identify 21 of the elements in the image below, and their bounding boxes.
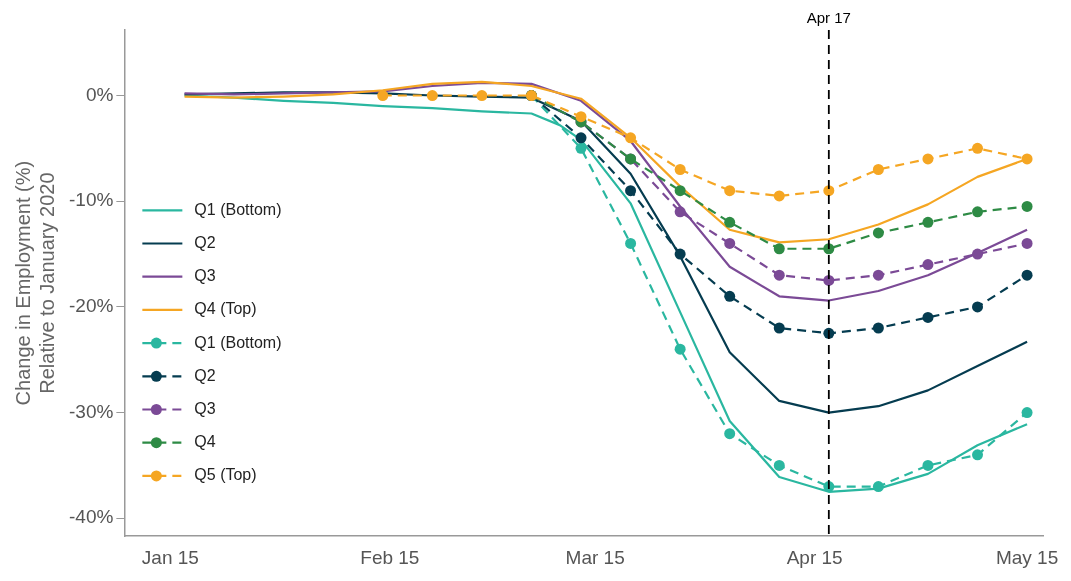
ref-line-label: Apr 17 bbox=[806, 8, 851, 26]
x-tick-label: Apr 15 bbox=[786, 546, 843, 568]
legend-label: Q3 bbox=[194, 267, 216, 285]
legend-label: Q2 bbox=[194, 233, 216, 251]
x-tick-label: Jan 15 bbox=[141, 546, 199, 568]
legend-label: Q3 bbox=[194, 399, 216, 417]
legend-label: Q4 bbox=[194, 433, 216, 451]
y-axis-title: Change in Employment (%) Relative to January 2020 bbox=[11, 160, 58, 406]
legend-label: Q1 (Bottom) bbox=[194, 333, 282, 351]
x-tick-label: Mar 15 bbox=[565, 546, 625, 568]
y-tick-label: -20% bbox=[69, 295, 114, 317]
legend-label: Q4 (Top) bbox=[194, 300, 257, 318]
legend-label: Q1 (Bottom) bbox=[194, 200, 282, 218]
legend-label: Q5 (Top) bbox=[194, 466, 257, 484]
y-tick-label: -10% bbox=[69, 189, 114, 211]
legend-label: Q2 bbox=[194, 366, 216, 384]
y-tick-label: -30% bbox=[69, 400, 114, 422]
x-tick-label: Feb 15 bbox=[360, 546, 420, 568]
y-tick-label: -40% bbox=[69, 506, 114, 528]
y-tick-label: 0% bbox=[85, 83, 114, 105]
x-tick-label: May 15 bbox=[995, 546, 1059, 568]
